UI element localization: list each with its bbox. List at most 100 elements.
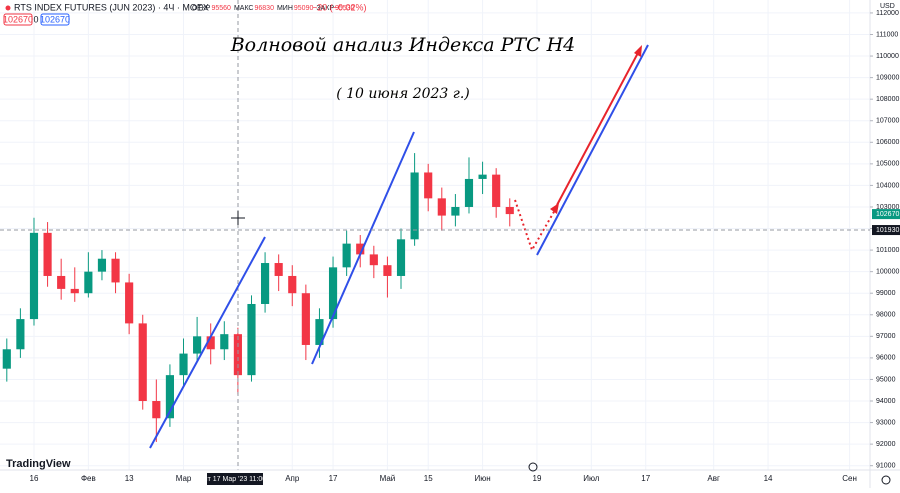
y-tick-label: 95000: [876, 376, 896, 383]
events-icon[interactable]: [528, 462, 538, 472]
candle-body: [464, 178, 474, 207]
x-tick-label: 17: [641, 474, 650, 483]
crosshair-time: пт 17 Мар '23 11:00: [204, 476, 266, 483]
ohlc-value: 96830: [255, 5, 275, 12]
x-tick-label: Мар: [176, 474, 192, 483]
x-tick-label: 19: [533, 474, 542, 483]
ohlc-value: 95090: [294, 5, 314, 12]
drawings: [149, 44, 649, 449]
wave-line: [536, 44, 649, 256]
crosshair-price-box: [872, 225, 900, 236]
y-tick-label: 111000: [876, 31, 898, 38]
candle-body: [261, 263, 270, 304]
y-tick-label: 105000: [876, 161, 899, 168]
x-tick-label: Авг: [707, 474, 720, 483]
candle-body: [410, 172, 419, 240]
ohlc-value: 95560: [211, 5, 231, 12]
chart-title: Волновой анализ Индекса РТС H4: [230, 34, 576, 56]
candle-body: [328, 267, 338, 320]
x-tick-label: Май: [380, 474, 396, 483]
candle-body: [70, 288, 79, 294]
y-tick-label: 94000: [876, 398, 896, 405]
y-tick-label: 100000: [876, 268, 899, 275]
x-tick-label: Июл: [583, 474, 600, 483]
crosshair-price: 101930: [876, 227, 899, 234]
candle-body: [57, 275, 66, 289]
candle-body: [97, 258, 107, 272]
candle-body: [274, 263, 283, 276]
y-tick-label: 98000: [876, 312, 896, 319]
buy-price[interactable]: 102670: [40, 14, 70, 24]
candle-body: [383, 265, 392, 276]
wave-line: [311, 131, 415, 365]
y-tick-label: 106000: [876, 139, 899, 146]
forecast-arrow: [556, 50, 640, 206]
candle-body: [288, 275, 297, 294]
candle-body: [111, 258, 120, 283]
buy-button[interactable]: [40, 13, 70, 26]
candle-body: [125, 282, 134, 324]
symbol: RTS INDEX FUTURES (JUN 2023) · 4Ч · MOEX: [14, 2, 209, 12]
candles: [2, 153, 514, 442]
candle-body: [396, 239, 406, 276]
x-tick-label: 14: [764, 474, 773, 483]
arrow-head: [550, 203, 559, 214]
currency: USD: [880, 3, 895, 10]
candle-body: [152, 401, 161, 419]
x-tick-label: Сен: [842, 474, 857, 483]
candle-body: [2, 349, 11, 369]
y-tick-label: 104000: [876, 182, 899, 189]
settings-icon[interactable]: [881, 475, 891, 485]
x-tick-label: 16: [30, 474, 39, 483]
candle-body: [43, 232, 52, 276]
candle-body: [138, 323, 147, 402]
candle-body: [451, 206, 460, 216]
y-tick-label: 96000: [876, 355, 896, 362]
y-tick-label: 93000: [876, 419, 896, 426]
wave-line: [149, 236, 266, 449]
y-tick-label: 108000: [876, 96, 899, 103]
candle-body: [16, 319, 25, 350]
y-tick-label: 99000: [876, 290, 896, 297]
candle-body: [193, 336, 202, 354]
x-tick-label: 17: [329, 474, 338, 483]
crosshair-time-box: [207, 473, 263, 485]
last-price: 102670: [876, 211, 899, 218]
y-tick-label: 110000: [876, 53, 899, 60]
spread: 0: [33, 14, 38, 24]
candle-body: [424, 172, 433, 199]
candle-body: [356, 243, 365, 255]
change: −20 (−0.02%): [312, 2, 367, 12]
sell-button[interactable]: [3, 13, 33, 26]
x-tick-label: Фев: [81, 474, 96, 483]
x-tick-label: 15: [424, 474, 433, 483]
candle-body: [505, 206, 514, 215]
ohlc-label: ОТКР: [192, 5, 211, 12]
candle-body: [29, 232, 39, 320]
candle-body: [84, 271, 93, 294]
y-tick-label: 109000: [876, 74, 899, 81]
status-dot: [5, 5, 11, 11]
ohlc-label: МАКС: [234, 5, 254, 12]
ohlc: ОТКР 95560 МАКС 96830 МИН 95090 ЗАКР 95530: [192, 5, 355, 12]
candle-body: [220, 334, 229, 350]
candle-body: [342, 243, 351, 268]
y-tick-label: 92000: [876, 441, 896, 448]
candle-body: [437, 198, 446, 216]
chart-subtitle: ( 10 июня 2023 г.): [336, 86, 470, 102]
y-tick-label: 101000: [876, 247, 899, 254]
ohlc-label: ЗАКР: [316, 5, 334, 12]
candle-body: [179, 353, 188, 376]
candle-body: [478, 174, 487, 179]
sell-price[interactable]: 102670: [3, 14, 33, 24]
candle-body: [165, 375, 174, 419]
candle-body: [492, 174, 501, 207]
x-tick-label: Апр: [285, 474, 300, 483]
y-tick-label: 112000: [876, 10, 899, 17]
last-price-box: [872, 209, 900, 220]
candle-body: [301, 293, 310, 345]
candle-body: [247, 303, 256, 376]
ohlc-value: 95530: [335, 5, 355, 12]
